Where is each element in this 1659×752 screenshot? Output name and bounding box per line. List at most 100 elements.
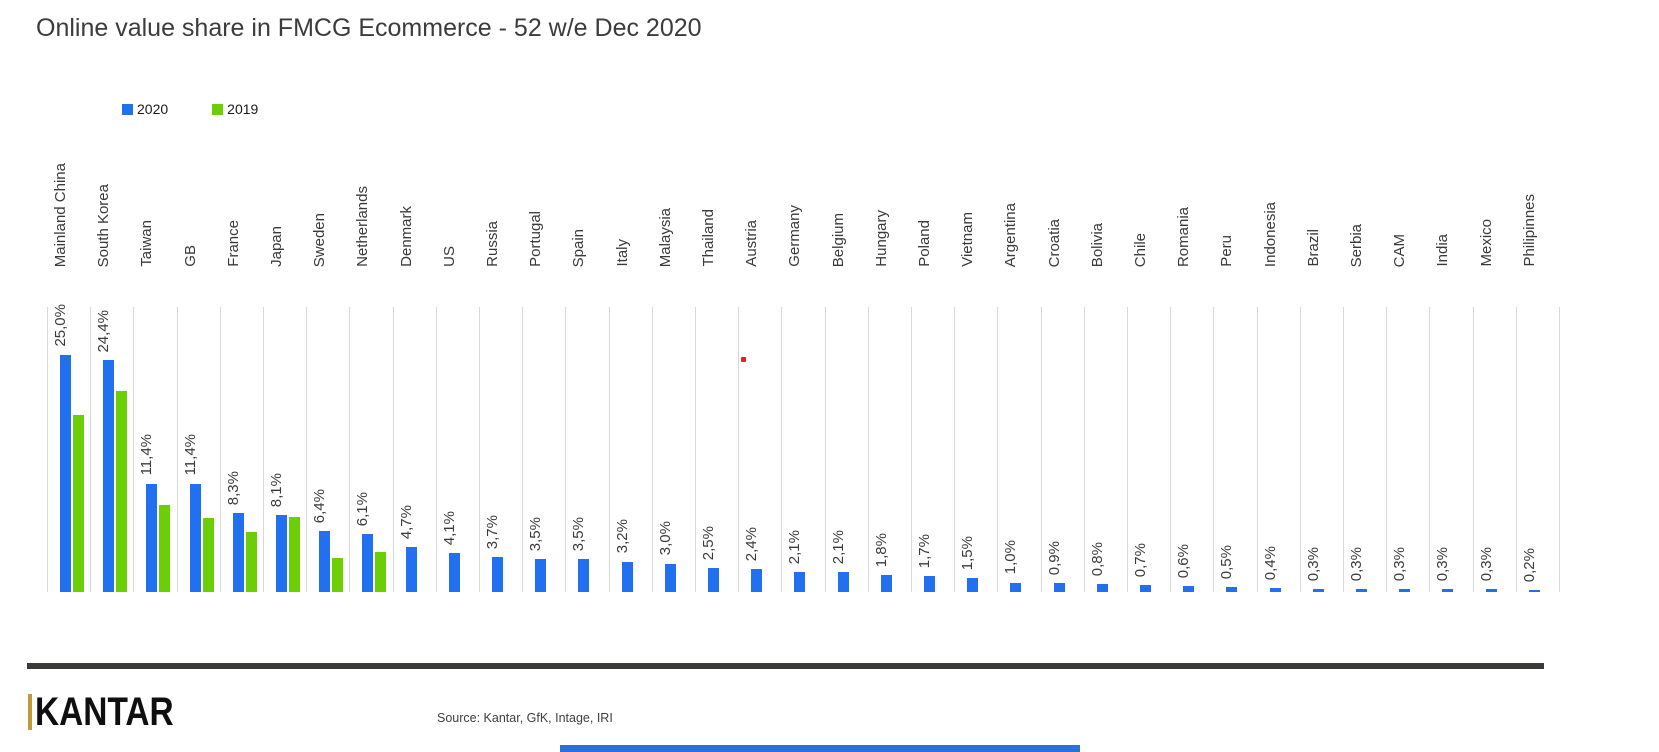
category-cell: Vietnam 1,5% bbox=[954, 130, 997, 592]
gridline bbox=[1083, 307, 1085, 592]
value-label: 11,4% bbox=[138, 434, 156, 476]
bar-2020 bbox=[1528, 590, 1540, 592]
category-label: Malaysia bbox=[656, 207, 674, 267]
value-label: 0,3% bbox=[1304, 546, 1322, 582]
gridline bbox=[392, 307, 394, 592]
value-label: 0,7% bbox=[1132, 543, 1149, 578]
value-label: 25,0% bbox=[52, 303, 69, 347]
category-label: Chile bbox=[1132, 232, 1149, 267]
legend-label-2019: 2019 bbox=[227, 101, 259, 117]
category-cell: Argentina 1,0% bbox=[997, 130, 1040, 592]
bar-2019 bbox=[116, 390, 128, 592]
gridline bbox=[1213, 307, 1215, 592]
bar-2019 bbox=[245, 532, 257, 592]
bar-2020 bbox=[103, 360, 115, 592]
value-label: 1,5% bbox=[959, 535, 977, 570]
category-label: Italy bbox=[613, 239, 631, 267]
gridline bbox=[1472, 307, 1474, 592]
bar-2020 bbox=[1183, 586, 1195, 592]
bar-2020 bbox=[319, 531, 331, 592]
gridline bbox=[651, 307, 653, 592]
category-cell: Denmark 4,7% bbox=[392, 130, 436, 592]
category-cell: Chile 0,7% bbox=[1127, 130, 1170, 592]
category-label: Indonesia bbox=[1261, 201, 1279, 267]
category-label: Taiwan bbox=[138, 220, 156, 267]
category-cell: CAM 0,3% bbox=[1386, 130, 1429, 592]
gridline bbox=[781, 307, 783, 592]
category-cell: Mainland China 25,0% bbox=[47, 130, 90, 592]
value-label: 4,1% bbox=[440, 510, 458, 546]
category-cell: Indonesia 0,4% bbox=[1256, 130, 1300, 592]
category-cell: South Korea 24,4% bbox=[90, 130, 133, 592]
gridline bbox=[349, 307, 351, 592]
gridline bbox=[1299, 307, 1301, 592]
category-cell: Sweden 6,4% bbox=[306, 130, 349, 592]
gridline bbox=[133, 307, 135, 592]
category-cell: Romania 0,6% bbox=[1170, 130, 1213, 592]
category-label: Argentina bbox=[1002, 202, 1020, 267]
value-label: 0,5% bbox=[1218, 545, 1236, 580]
category-cell: Portugal 3,5% bbox=[522, 130, 565, 592]
bar-2020 bbox=[492, 556, 503, 592]
value-label: 0,9% bbox=[1045, 541, 1063, 576]
category-cell: Hungary 1,8% bbox=[867, 130, 911, 592]
value-label: 8,3% bbox=[224, 470, 242, 506]
gridline bbox=[1515, 307, 1517, 592]
gridline bbox=[1429, 307, 1431, 592]
red-dot-annotation bbox=[741, 357, 746, 362]
value-label: 0,3% bbox=[1434, 546, 1452, 582]
bar-2020 bbox=[535, 558, 547, 592]
value-label: 2,4% bbox=[743, 527, 761, 562]
category-cell: Taiwan 11,4% bbox=[133, 130, 176, 592]
bar-2020 bbox=[276, 515, 287, 592]
gridline bbox=[176, 307, 178, 592]
value-label: 0,3% bbox=[1348, 546, 1365, 582]
category-label: Spain bbox=[570, 228, 588, 267]
bar-2019 bbox=[375, 552, 387, 592]
bar-2020 bbox=[751, 569, 763, 592]
bar-2020 bbox=[1053, 583, 1065, 592]
bar-2020 bbox=[1269, 588, 1281, 592]
category-cell: France 8,3% bbox=[219, 130, 263, 592]
value-label: 11,4% bbox=[181, 434, 199, 476]
category-cell: GB 11,4% bbox=[176, 130, 220, 592]
category-label: Netherlands bbox=[354, 186, 372, 267]
category-label: US bbox=[440, 246, 458, 267]
legend-swatch-2020 bbox=[122, 103, 133, 115]
category-cell: US 4,1% bbox=[435, 130, 479, 592]
category-cell: Croatia 0,9% bbox=[1040, 130, 1084, 592]
category-label: Romania bbox=[1175, 206, 1193, 267]
gridline bbox=[435, 307, 437, 592]
value-label: 1,8% bbox=[872, 532, 890, 567]
gridline bbox=[479, 307, 480, 592]
legend-label-2020: 2020 bbox=[137, 101, 169, 117]
bar-2020 bbox=[1485, 589, 1497, 592]
gridline bbox=[608, 307, 610, 592]
value-label: 0,6% bbox=[1175, 544, 1193, 579]
category-label: Peru bbox=[1218, 235, 1236, 267]
category-cell: Germany 2,1% bbox=[781, 130, 824, 592]
bar-chart: Mainland China 25,0% South Korea 24,4% Taiwa… bbox=[47, 130, 1561, 592]
bar-2020 bbox=[405, 547, 417, 592]
bar-2020 bbox=[1010, 582, 1022, 592]
gridline bbox=[90, 307, 92, 592]
gridline bbox=[695, 307, 696, 592]
value-label: 3,5% bbox=[570, 516, 588, 551]
category-cell: Peru 0,5% bbox=[1213, 130, 1256, 592]
gridline bbox=[47, 307, 48, 592]
category-cell: Spain 3,5% bbox=[565, 130, 608, 592]
bar-2020 bbox=[1442, 589, 1454, 592]
bar-2020 bbox=[1226, 587, 1238, 592]
gridline bbox=[911, 307, 912, 592]
bar-2020 bbox=[880, 574, 892, 592]
category-label: Mexico bbox=[1477, 219, 1495, 267]
gridline bbox=[565, 307, 567, 592]
bar-2020 bbox=[924, 575, 935, 592]
gridline bbox=[522, 307, 524, 592]
chart-legend: 2020 2019 bbox=[122, 101, 258, 117]
value-label: 1,0% bbox=[1002, 540, 1020, 575]
category-cell: Belgium 2,1% bbox=[824, 130, 868, 592]
category-label: Austria bbox=[743, 220, 761, 267]
category-label: Hungary bbox=[872, 210, 890, 267]
legend-swatch-2019 bbox=[212, 103, 224, 115]
